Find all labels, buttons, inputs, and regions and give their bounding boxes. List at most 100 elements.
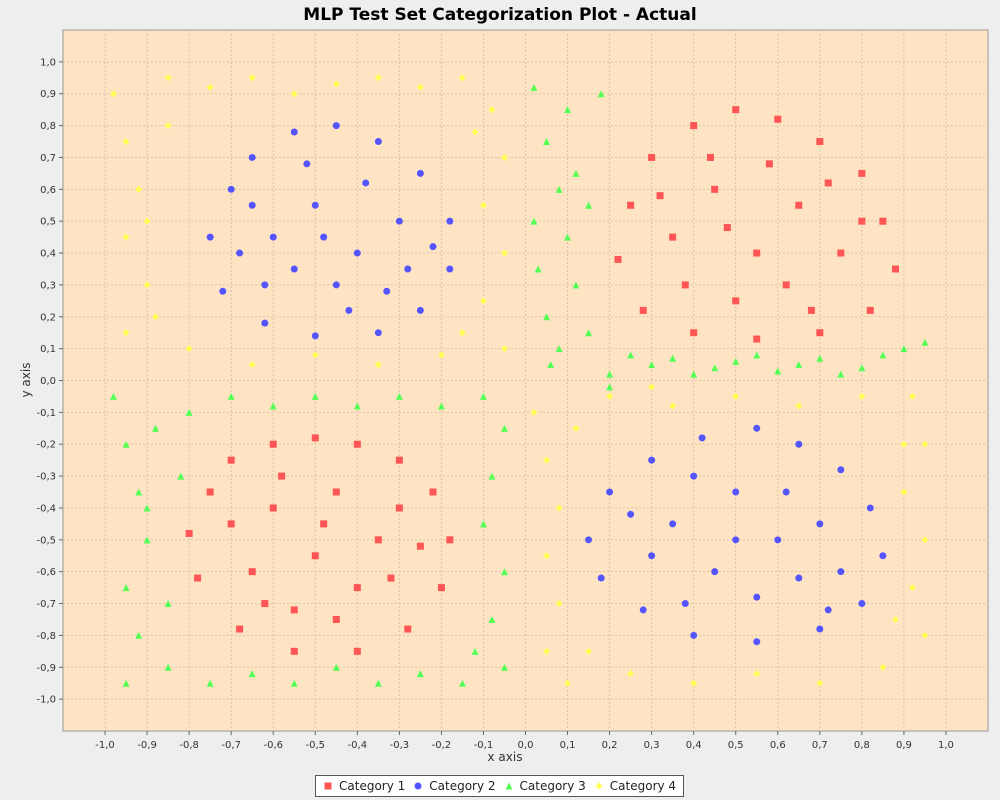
- data-point: [446, 536, 454, 544]
- data-point: [261, 281, 269, 289]
- data-point: [206, 83, 214, 91]
- data-point: [122, 329, 130, 337]
- data-point: [648, 153, 656, 161]
- data-point: [656, 192, 664, 200]
- data-point: [122, 679, 130, 687]
- data-point: [311, 552, 319, 560]
- data-point: [164, 663, 172, 671]
- y-tick-label: -0,5: [36, 535, 56, 546]
- data-point: [219, 287, 227, 295]
- data-point: [732, 488, 740, 496]
- data-point: [572, 424, 580, 432]
- data-point: [824, 606, 832, 614]
- data-point: [921, 338, 929, 346]
- x-tick-label: -0,9: [137, 740, 157, 751]
- data-point: [564, 233, 572, 241]
- data-point: [135, 488, 143, 496]
- data-point: [471, 128, 479, 136]
- data-point: [669, 520, 677, 528]
- legend-label: Category 3: [519, 779, 586, 793]
- x-tick-label: -0,2: [432, 740, 452, 751]
- y-tick-label: 0,4: [40, 249, 56, 260]
- data-point: [404, 265, 412, 273]
- data-point: [816, 679, 824, 687]
- data-point: [152, 313, 159, 321]
- data-point: [395, 504, 403, 512]
- data-point: [900, 345, 908, 353]
- data-point: [332, 80, 340, 88]
- legend-label: Category 2: [429, 779, 496, 793]
- data-point: [479, 392, 487, 400]
- data-point: [648, 552, 656, 560]
- legend-marker-triangle: [505, 782, 513, 790]
- data-point: [879, 663, 887, 671]
- data-point: [614, 255, 622, 263]
- data-point: [479, 297, 487, 305]
- data-point: [227, 520, 235, 528]
- legend-marker-circle: [414, 782, 422, 790]
- data-point: [816, 329, 824, 337]
- data-point: [500, 153, 508, 161]
- x-tick-label: 0,1: [560, 740, 576, 751]
- legend-item: Category 3: [504, 779, 586, 793]
- y-tick-label: -0,1: [36, 408, 56, 419]
- data-point: [732, 106, 740, 114]
- x-tick-label: -0,5: [306, 740, 326, 751]
- data-point: [765, 160, 773, 168]
- data-point: [143, 281, 151, 289]
- data-point: [732, 536, 740, 544]
- data-point: [227, 392, 235, 400]
- data-point: [627, 510, 635, 518]
- data-point: [332, 122, 340, 130]
- chart-legend: Category 1 Category 2 Category 3 Category 4: [315, 775, 685, 797]
- x-tick-label: -0,3: [390, 740, 410, 751]
- data-point: [269, 233, 277, 241]
- data-point: [437, 351, 445, 359]
- data-point: [723, 224, 731, 232]
- data-point: [858, 392, 866, 400]
- x-tick-label: 0,8: [854, 740, 870, 751]
- data-point: [530, 83, 538, 91]
- data-point: [866, 306, 874, 314]
- data-point: [164, 74, 172, 82]
- data-point: [585, 647, 593, 655]
- scatter-chart: MLP Test Set Categorization Plot - Actua…: [19, 5, 989, 764]
- data-point: [290, 128, 298, 136]
- y-tick-label: 0,8: [40, 121, 56, 132]
- data-point: [711, 568, 719, 576]
- data-point: [669, 402, 677, 410]
- data-point: [500, 424, 508, 432]
- data-point: [711, 185, 719, 193]
- legend-item: Category 1: [323, 779, 405, 793]
- data-point: [374, 138, 382, 146]
- data-point: [303, 160, 311, 168]
- y-tick-label: -0,2: [36, 440, 56, 451]
- data-point: [534, 265, 542, 273]
- data-point: [311, 434, 319, 442]
- x-tick-label: 0,9: [896, 740, 912, 751]
- data-point: [332, 615, 340, 623]
- data-point: [681, 600, 689, 608]
- data-point: [795, 440, 803, 448]
- data-point: [732, 392, 740, 400]
- y-tick-label: -0,6: [36, 567, 56, 578]
- data-point: [753, 638, 761, 646]
- x-tick-label: -0,8: [179, 740, 199, 751]
- data-point: [471, 647, 479, 655]
- data-point: [908, 392, 916, 400]
- data-point: [320, 233, 328, 241]
- data-point: [543, 313, 551, 321]
- data-point: [500, 568, 508, 576]
- data-point: [606, 370, 614, 378]
- data-point: [135, 631, 143, 639]
- data-point: [690, 329, 698, 337]
- data-point: [921, 536, 929, 544]
- data-point: [547, 361, 555, 369]
- y-tick-label: -0,3: [36, 472, 56, 483]
- data-point: [109, 392, 117, 400]
- legend-marker-shape: [505, 782, 513, 790]
- data-point: [732, 297, 740, 305]
- data-point: [143, 217, 151, 225]
- data-point: [858, 600, 866, 608]
- data-point: [753, 335, 761, 343]
